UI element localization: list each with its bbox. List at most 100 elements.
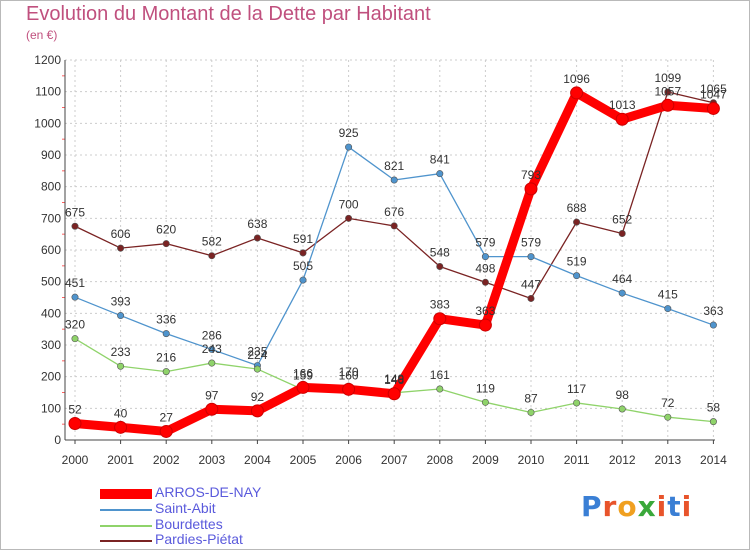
data-label: 451 <box>65 276 85 290</box>
y-tick-label: 100 <box>41 401 61 415</box>
proxiti-logo: Proxiti <box>581 490 692 523</box>
x-tick-label: 2004 <box>244 453 271 467</box>
y-tick-label: 0 <box>54 433 61 447</box>
data-label: 1096 <box>563 72 590 86</box>
data-label: 363 <box>703 304 723 318</box>
data-label: 676 <box>384 205 404 219</box>
y-tick-label: 600 <box>41 243 61 257</box>
x-tick-label: 2003 <box>198 453 225 467</box>
x-tick-label: 2011 <box>564 453 590 467</box>
data-point <box>159 424 173 438</box>
data-label: 161 <box>430 368 450 382</box>
data-label: 170 <box>339 365 359 379</box>
data-point <box>570 86 584 100</box>
y-tick-label: 1000 <box>34 116 61 130</box>
data-label: 925 <box>339 126 359 140</box>
x-tick-label: 2007 <box>381 453 408 467</box>
chart-title: Evolution du Montant de la Dette par Hab… <box>26 3 431 25</box>
data-point <box>709 418 717 426</box>
data-point <box>208 345 216 353</box>
x-tick-label: 2001 <box>107 453 134 467</box>
data-point <box>296 380 310 394</box>
data-label: 591 <box>293 232 313 246</box>
data-label: 447 <box>521 277 541 291</box>
data-label: 1099 <box>654 71 681 85</box>
data-point <box>573 218 581 226</box>
data-label: 498 <box>475 261 495 275</box>
data-point <box>114 420 128 434</box>
data-point <box>527 294 535 302</box>
data-point <box>527 253 535 261</box>
data-label: 579 <box>475 236 495 250</box>
data-point <box>706 101 720 115</box>
y-tick-label: 500 <box>41 275 61 289</box>
data-labels: 675 606 620 582 638 591 700 676 548 498 447 688 652 1… <box>65 71 727 424</box>
data-point <box>481 278 489 286</box>
data-label: 606 <box>111 227 131 241</box>
data-label: 675 <box>65 205 85 219</box>
data-label: 224 <box>247 348 267 362</box>
x-tick-label: 2009 <box>472 453 499 467</box>
data-point <box>481 253 489 261</box>
data-point <box>71 222 79 230</box>
data-point <box>162 330 170 338</box>
x-tick-label: 2014 <box>700 453 727 467</box>
data-label: 638 <box>247 217 267 231</box>
data-point <box>71 335 79 343</box>
data-point <box>709 321 717 329</box>
data-point <box>253 234 261 242</box>
data-point <box>436 262 444 270</box>
data-label: 98 <box>616 388 630 402</box>
x-tick-label: 2013 <box>654 453 681 467</box>
data-label: 320 <box>65 318 85 332</box>
data-label: 92 <box>251 390 265 404</box>
legend-label: ARROS-DE-NAY <box>155 484 262 500</box>
data-label: 688 <box>567 201 587 215</box>
data-label: 58 <box>707 401 721 415</box>
data-label: 159 <box>293 369 313 383</box>
series-layer <box>68 86 720 438</box>
data-point <box>387 387 401 401</box>
data-label: 27 <box>160 410 174 424</box>
data-point <box>664 88 672 96</box>
data-point <box>345 143 353 151</box>
data-label: 286 <box>202 328 222 342</box>
data-point <box>162 240 170 248</box>
data-label: 52 <box>68 403 82 417</box>
logo-letter: i <box>681 490 693 523</box>
x-tick-label: 2005 <box>290 453 317 467</box>
data-point <box>664 305 672 313</box>
y-tick-label: 800 <box>41 180 61 194</box>
y-tick-labels: 0 100 200 300 400 500 600 700 800 900 1000 1100 1200 <box>34 53 61 447</box>
data-point <box>618 230 626 238</box>
x-tick-label: 2008 <box>426 453 453 467</box>
data-point <box>573 399 581 407</box>
data-point <box>299 276 307 284</box>
data-label: 149 <box>384 372 404 386</box>
data-label: 1047 <box>700 87 727 101</box>
logo-letter: i <box>656 490 668 523</box>
data-label: 464 <box>612 272 632 286</box>
data-label: 383 <box>430 298 450 312</box>
axes <box>62 60 715 444</box>
grid-lines <box>65 59 715 441</box>
data-label: 235 <box>247 345 267 359</box>
y-tick-label: 1100 <box>35 85 61 99</box>
data-point <box>117 312 125 320</box>
data-label: 216 <box>156 351 176 365</box>
legend-label: Saint-Abit <box>155 500 216 516</box>
x-tick-label: 2010 <box>518 453 545 467</box>
data-label: 160 <box>339 368 359 382</box>
data-point <box>664 413 672 421</box>
y-tick-label: 700 <box>41 211 61 225</box>
data-point <box>478 318 492 332</box>
logo-letter: o <box>617 490 638 523</box>
data-point <box>253 365 261 373</box>
x-tick-label: 2006 <box>335 453 362 467</box>
data-point <box>117 362 125 370</box>
data-label: 1013 <box>609 98 636 112</box>
data-label: 579 <box>521 236 541 250</box>
data-label: 146 <box>384 373 404 387</box>
data-label: 40 <box>114 406 128 420</box>
